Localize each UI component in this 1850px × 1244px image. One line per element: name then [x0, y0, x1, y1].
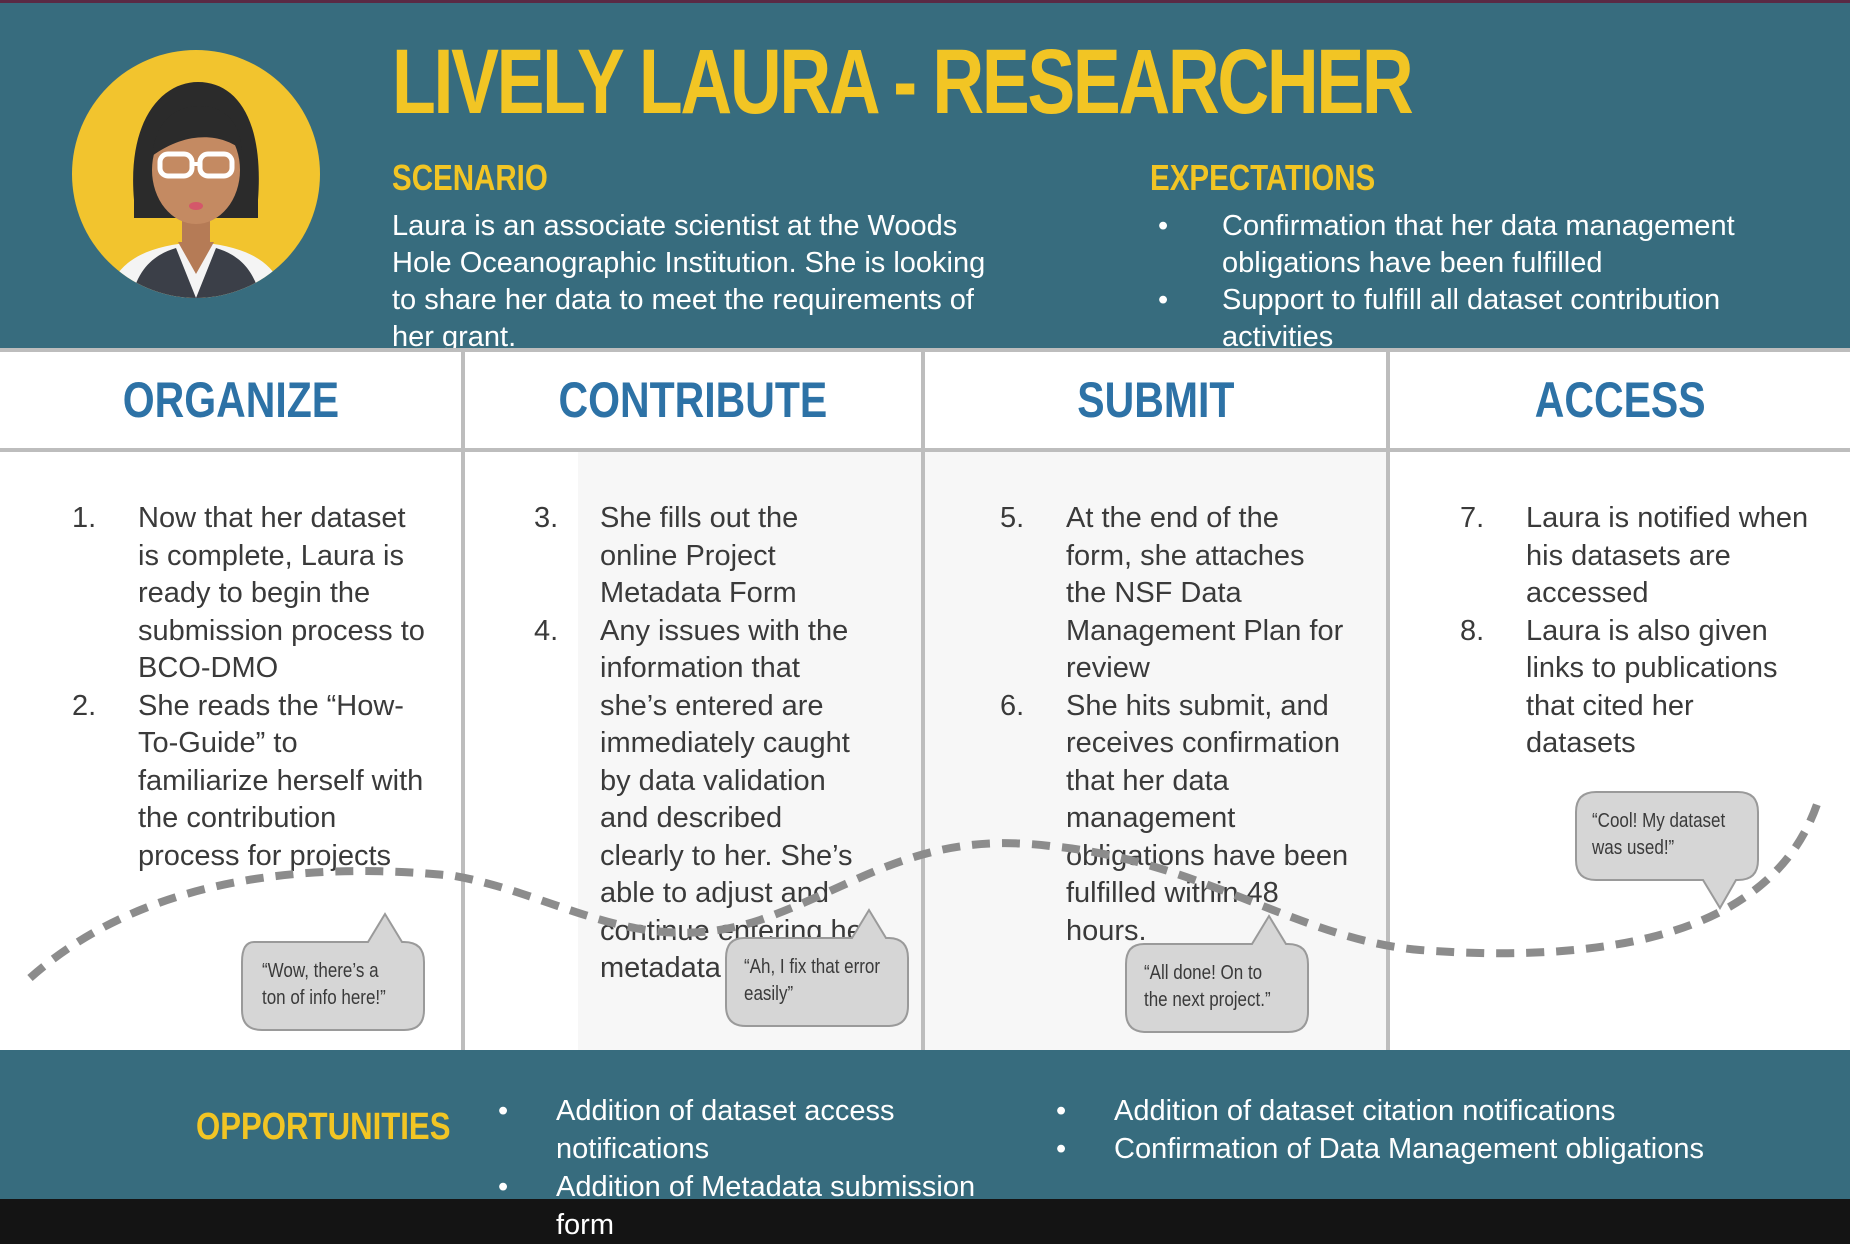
step-item: 5. At the end of the form, she attaches … [1000, 500, 1350, 688]
column-divider [461, 350, 465, 1050]
step-text: Any issues with the information that she… [600, 614, 873, 985]
access-steps: 7. Laura is notified when his datasets a… [1460, 500, 1810, 763]
opportunities-label: OPPORTUNITIES [196, 1106, 451, 1148]
opportunity-text: Addition of Metadata submission form [556, 1171, 976, 1241]
expectation-item: • Support to fulfill all dataset contrib… [1150, 282, 1820, 356]
opportunity-text: Addition of dataset citation notificatio… [1114, 1095, 1616, 1127]
opportunity-text: Addition of dataset access notifications [556, 1095, 895, 1165]
step-text: At the end of the form, she attaches the… [1066, 502, 1344, 684]
phase-header-submit: SUBMIT [925, 350, 1386, 450]
phase-header-top-divider [0, 348, 1850, 352]
step-text: She hits submit, and receives confirmati… [1066, 689, 1349, 947]
expectation-item: • Confirmation that her data management … [1150, 208, 1820, 282]
opportunity-item: • Addition of dataset access notificatio… [498, 1092, 998, 1168]
opportunity-text: Confirmation of Data Management obligati… [1114, 1133, 1704, 1165]
bullet-icon: • [498, 1171, 509, 1203]
quote-text: “All done! On to the next project.” [1144, 962, 1271, 1011]
expectation-text: Support to fulfill all dataset contribut… [1222, 284, 1721, 353]
submit-steps: 5. At the end of the form, she attaches … [1000, 500, 1350, 950]
journey-path-layer [27, 791, 1824, 1033]
step-text: She fills out the online Project Metadat… [600, 502, 799, 609]
scenario-text: Laura is an associate scientist at the W… [392, 210, 986, 353]
step-number: 8. [1460, 614, 1485, 647]
persona-title: LIVELY LAURA - RESEARCHER [392, 31, 1414, 133]
step-item: 1. Now that her dataset is complete, Lau… [72, 500, 432, 688]
step-number: 1. [72, 502, 97, 534]
opportunities-footer [0, 1050, 1850, 1202]
speech-bubble [725, 908, 909, 1027]
step-number: 7. [1460, 502, 1485, 534]
step-item: 3. She fills out the online Project Meta… [534, 500, 874, 613]
quote-text: “Ah, I fix that error easily” [744, 956, 881, 1005]
bullet-icon: • [1056, 1133, 1067, 1165]
phase-header-bottom-divider [0, 448, 1850, 452]
expectations-list: • Confirmation that her data management … [1150, 208, 1820, 356]
quote-text: “Cool! My dataset was used!” [1592, 810, 1726, 859]
opportunity-item: • Addition of Metadata submission form [498, 1168, 998, 1244]
step-item: 6. She hits submit, and receives confirm… [1000, 688, 1350, 951]
bullet-icon: • [1158, 210, 1169, 242]
step-number: 2. [72, 689, 97, 722]
step-text: Now that her dataset is complete, Laura … [138, 502, 425, 684]
step-number: 4. [534, 614, 559, 647]
speech-bubble [1575, 791, 1759, 910]
opportunities-list-left: • Addition of dataset access notificatio… [498, 1092, 998, 1244]
phase-header-access: ACCESS [1390, 350, 1850, 450]
step-number: 5. [1000, 502, 1025, 534]
phase-title: ORGANIZE [122, 372, 339, 428]
step-item: 8. Laura is also given links to publicat… [1460, 613, 1810, 763]
phase-title: SUBMIT [1076, 372, 1235, 428]
step-text: Laura is notified when his datasets are … [1526, 502, 1809, 609]
column-divider [921, 350, 925, 1050]
step-item: 4. Any issues with the information that … [534, 613, 874, 988]
step-number: 3. [534, 502, 559, 534]
opportunity-item: • Addition of dataset citation notificat… [1056, 1092, 1756, 1130]
bottom-border [0, 1199, 1850, 1202]
bullet-icon: • [1056, 1095, 1067, 1127]
expectations-label: EXPECTATIONS [1150, 157, 1376, 198]
researcher-avatar-icon [72, 50, 320, 298]
column-divider [1386, 350, 1390, 1050]
expectation-text: Confirmation that her data management ob… [1222, 210, 1735, 279]
header-top-border [0, 0, 1850, 3]
step-number: 6. [1000, 689, 1025, 722]
phase-header-contribute: CONTRIBUTE [465, 350, 921, 450]
phase-title: ACCESS [1534, 372, 1706, 428]
opportunity-item: • Confirmation of Data Management obliga… [1056, 1130, 1756, 1168]
scenario-label: SCENARIO [392, 157, 548, 198]
phase-title: CONTRIBUTE [558, 372, 828, 428]
step-text: She reads the “How-To-Guide” to familiar… [138, 689, 424, 872]
step-item: 7. Laura is notified when his datasets a… [1460, 500, 1810, 613]
quote-text: “Wow, there’s a ton of info here!” [262, 960, 386, 1009]
phase-header-organize: ORGANIZE [0, 350, 461, 450]
contribute-steps: 3. She fills out the online Project Meta… [534, 500, 874, 988]
step-item: 2. She reads the “How-To-Guide” to famil… [72, 688, 432, 876]
bullet-icon: • [498, 1095, 509, 1127]
bullet-icon: • [1158, 284, 1169, 316]
speech-bubble [1125, 914, 1309, 1033]
opportunities-list-right: • Addition of dataset citation notificat… [1056, 1092, 1756, 1168]
step-text: Laura is also given links to publication… [1526, 614, 1778, 760]
organize-steps: 1. Now that her dataset is complete, Lau… [72, 500, 432, 875]
speech-bubble [241, 912, 425, 1031]
